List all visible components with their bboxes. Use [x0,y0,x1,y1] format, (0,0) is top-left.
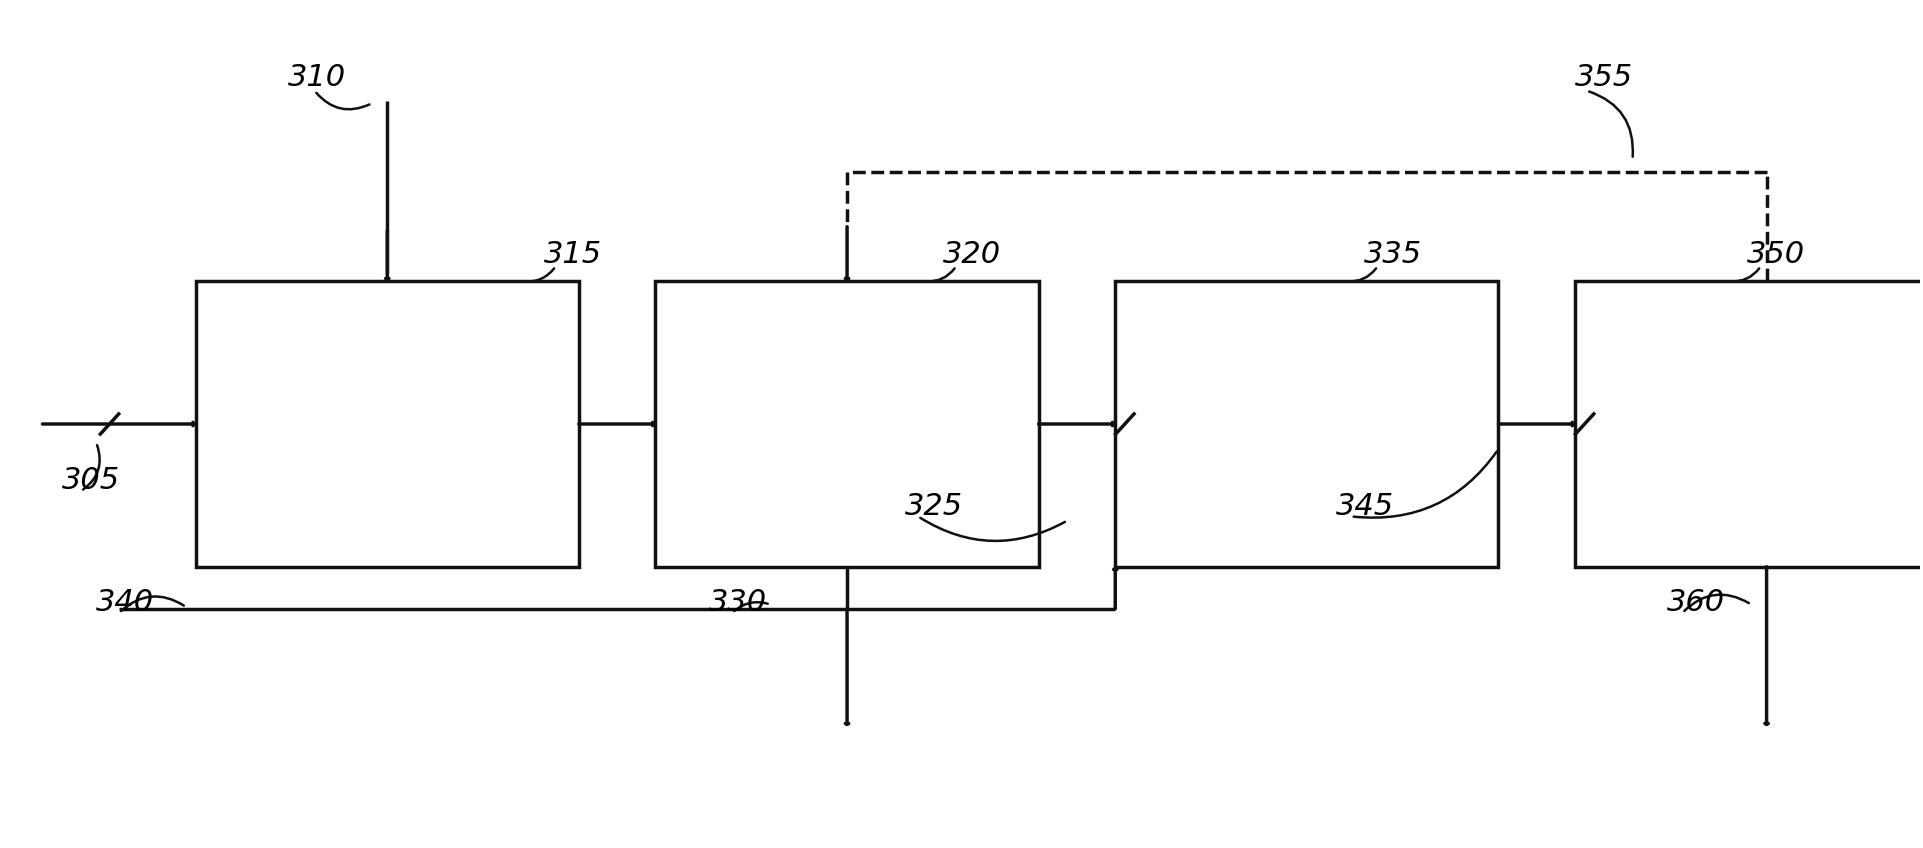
FancyBboxPatch shape [1575,282,1923,566]
Text: 335: 335 [1363,240,1421,269]
FancyBboxPatch shape [656,282,1038,566]
Text: 320: 320 [942,240,1000,269]
Text: 310: 310 [288,64,346,92]
FancyBboxPatch shape [1115,282,1498,566]
Text: 345: 345 [1335,492,1392,521]
Text: 330: 330 [710,589,767,617]
Text: 315: 315 [544,240,602,269]
Text: 355: 355 [1575,64,1633,92]
Text: 360: 360 [1665,589,1725,617]
Text: 305: 305 [62,466,119,495]
FancyBboxPatch shape [196,282,579,566]
Text: 340: 340 [96,589,154,617]
Text: 350: 350 [1746,240,1804,269]
Text: 325: 325 [904,492,962,521]
